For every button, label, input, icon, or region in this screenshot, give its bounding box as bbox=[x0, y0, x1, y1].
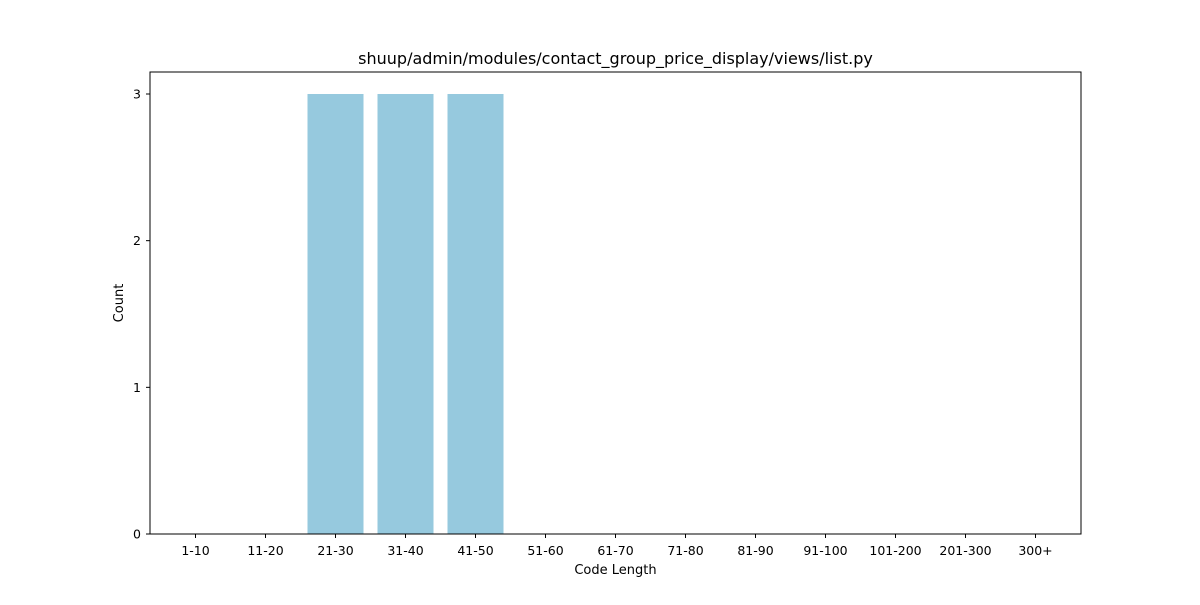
chart-title: shuup/admin/modules/contact_group_price_… bbox=[358, 49, 873, 69]
x-tick-label: 31-40 bbox=[387, 543, 423, 558]
x-axis-label: Code Length bbox=[574, 563, 656, 578]
y-tick-label: 0 bbox=[133, 527, 141, 542]
bars-group bbox=[307, 94, 504, 534]
x-tick-label: 51-60 bbox=[527, 543, 563, 558]
x-tick-label: 101-200 bbox=[869, 543, 921, 558]
y-tick-label: 1 bbox=[133, 380, 141, 395]
x-tick-label: 1-10 bbox=[181, 543, 209, 558]
x-tick-label: 300+ bbox=[1018, 543, 1052, 558]
y-axis-ticks: 0 1 2 3 bbox=[133, 87, 150, 542]
x-tick-label: 41-50 bbox=[457, 543, 493, 558]
x-tick-label: 61-70 bbox=[597, 543, 633, 558]
y-axis-label: Count bbox=[112, 284, 127, 323]
bar-21-30 bbox=[307, 94, 364, 534]
y-tick-label: 2 bbox=[133, 233, 141, 248]
bar-41-50 bbox=[447, 94, 504, 534]
x-tick-label: 201-300 bbox=[939, 543, 991, 558]
x-tick-label: 91-100 bbox=[803, 543, 847, 558]
x-tick-label: 81-90 bbox=[737, 543, 773, 558]
y-tick-label: 3 bbox=[133, 87, 141, 102]
x-tick-label: 21-30 bbox=[317, 543, 353, 558]
x-tick-label: 11-20 bbox=[247, 543, 283, 558]
plot-frame bbox=[149, 71, 1082, 535]
x-tick-label: 71-80 bbox=[667, 543, 703, 558]
bar-31-40 bbox=[377, 94, 434, 534]
x-axis-ticks: 1-10 11-20 21-30 31-40 41-50 51-60 61-70 71-80 8… bbox=[181, 534, 1053, 558]
